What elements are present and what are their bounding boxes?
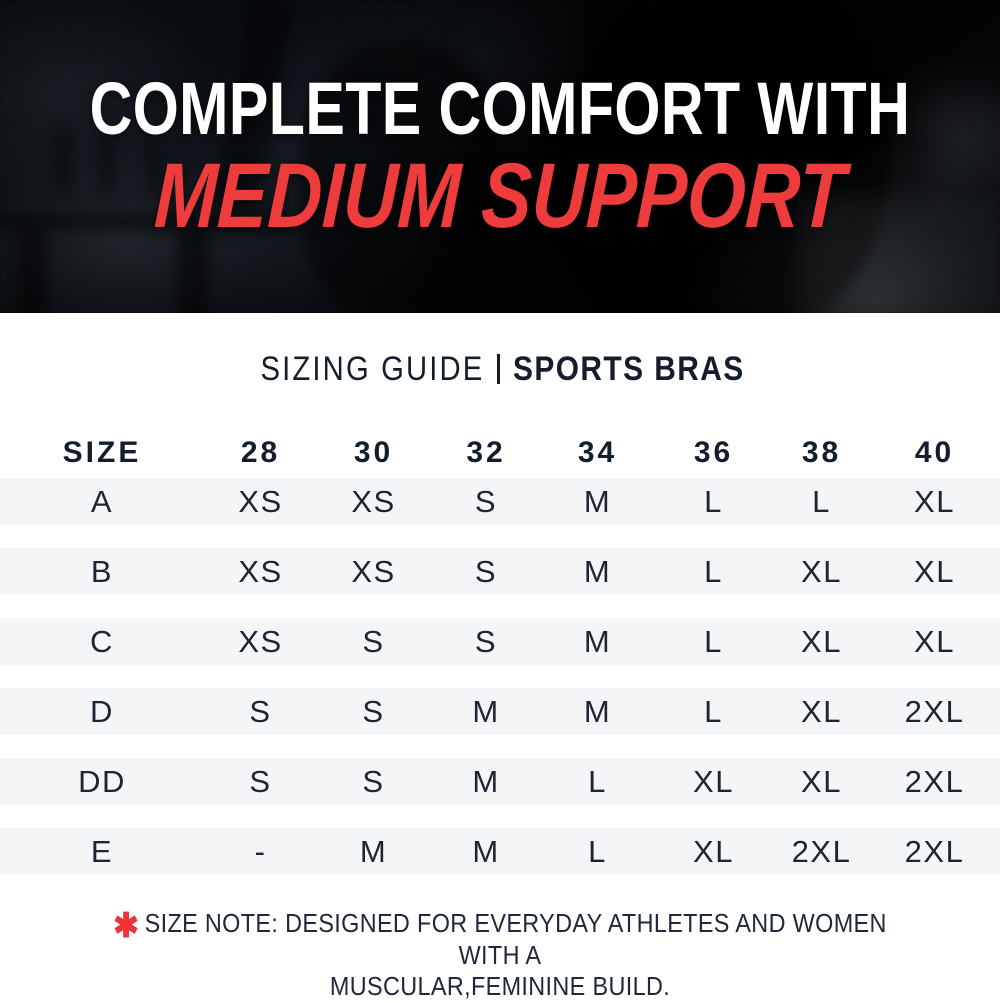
row-label-cup: C bbox=[90, 624, 114, 659]
table-cell: S bbox=[249, 764, 272, 799]
subtitle-sports-bras-label: SPORTS BRAS bbox=[513, 350, 745, 388]
table-row: D S S M M L XL 2XL bbox=[0, 688, 1000, 735]
table-cell: 2XL bbox=[904, 764, 965, 799]
table-cell: XL bbox=[914, 484, 955, 519]
table-cell: XL bbox=[801, 554, 842, 589]
table-cell: L bbox=[704, 554, 723, 589]
table-cell: XL bbox=[801, 694, 842, 729]
size-note-line-1: SIZE NOTE: DESIGNED FOR EVERYDAY ATHLETE… bbox=[144, 908, 887, 970]
table-cell: M bbox=[472, 764, 500, 799]
table-cell: XS bbox=[238, 624, 283, 659]
table-row: E - M M L XL 2XL 2XL bbox=[0, 828, 1000, 875]
table-cell: - bbox=[254, 834, 267, 869]
table-cell: S bbox=[249, 694, 272, 729]
column-header-band-28: 28 bbox=[240, 436, 281, 469]
table-cell: M bbox=[583, 624, 612, 659]
table-cell: S bbox=[474, 624, 498, 659]
subtitle-divider bbox=[497, 354, 501, 384]
size-note-inner: ✱ SIZE NOTE: DESIGNED FOR EVERYDAY ATHLET… bbox=[113, 907, 887, 1002]
hero-vignette-overlay bbox=[0, 0, 1000, 313]
table-cell: L bbox=[812, 484, 831, 519]
table-cell: M bbox=[472, 834, 500, 869]
table-cell: M bbox=[583, 694, 612, 729]
table-cell: S bbox=[362, 694, 385, 729]
sizing-table: SIZE 28 30 32 34 36 38 40 A XS XS S M L … bbox=[0, 428, 1000, 875]
hero-title-line-1: COMPLETE COMFORT WITH bbox=[89, 66, 911, 150]
column-header-band-38: 38 bbox=[801, 436, 842, 469]
table-cell: XS bbox=[238, 484, 283, 519]
table-row: DD S S M L XL XL 2XL bbox=[0, 758, 1000, 805]
table-cell: 2XL bbox=[791, 834, 852, 869]
table-row: B XS XS S M L XL XL bbox=[0, 548, 1000, 595]
column-header-size: SIZE bbox=[62, 436, 142, 469]
table-cell: XL bbox=[801, 624, 842, 659]
column-header-band-30: 30 bbox=[353, 436, 394, 469]
section-subtitle: SIZING GUIDE SPORTS BRAS bbox=[0, 352, 1000, 386]
column-header-band-32: 32 bbox=[466, 436, 506, 469]
table-cell: L bbox=[704, 624, 723, 659]
table-cell: 2XL bbox=[904, 834, 965, 869]
table-cell: XL bbox=[693, 764, 734, 799]
table-cell: L bbox=[588, 764, 607, 799]
column-header-band-36: 36 bbox=[693, 436, 734, 469]
row-label-cup: E bbox=[90, 834, 114, 869]
hero-text-block: COMPLETE COMFORT WITH MEDIUM SUPPORT bbox=[0, 0, 1000, 313]
table-cell: XS bbox=[351, 554, 396, 589]
table-cell: S bbox=[362, 624, 385, 659]
table-cell: M bbox=[472, 694, 500, 729]
table-cell: L bbox=[704, 694, 723, 729]
table-cell: M bbox=[583, 484, 612, 519]
table-cell: L bbox=[704, 484, 723, 519]
row-label-cup: A bbox=[90, 484, 114, 519]
subtitle-sizing-guide-label: SIZING GUIDE bbox=[260, 350, 485, 388]
row-label-cup: B bbox=[90, 554, 114, 589]
table-cell: M bbox=[359, 834, 388, 869]
table-row: A XS XS S M L L XL bbox=[0, 478, 1000, 525]
table-cell: 2XL bbox=[904, 694, 965, 729]
table-cell: S bbox=[474, 484, 498, 519]
hero-banner: COMPLETE COMFORT WITH MEDIUM SUPPORT bbox=[0, 0, 1000, 313]
table-cell: M bbox=[583, 554, 612, 589]
size-note-line-2: MUSCULAR,FEMININE BUILD. bbox=[329, 971, 671, 1002]
table-cell: L bbox=[588, 834, 607, 869]
table-cell: S bbox=[474, 554, 498, 589]
table-cell: S bbox=[362, 764, 385, 799]
hero-title-line-2: MEDIUM SUPPORT bbox=[152, 144, 848, 247]
table-row: C XS S S M L XL XL bbox=[0, 618, 1000, 665]
table-cell: XL bbox=[914, 624, 955, 659]
table-cell: XS bbox=[238, 554, 283, 589]
column-header-band-34: 34 bbox=[577, 436, 618, 469]
column-header-band-40: 40 bbox=[914, 436, 955, 469]
table-cell: XL bbox=[693, 834, 734, 869]
table-cell: XS bbox=[351, 484, 396, 519]
size-note: ✱ SIZE NOTE: DESIGNED FOR EVERYDAY ATHLET… bbox=[0, 908, 1000, 1003]
table-cell: XL bbox=[801, 764, 842, 799]
row-label-cup: D bbox=[90, 694, 114, 729]
table-header-row: SIZE 28 30 32 34 36 38 40 bbox=[0, 428, 1000, 478]
row-label-cup: DD bbox=[78, 764, 126, 799]
table-cell: XL bbox=[914, 554, 955, 589]
